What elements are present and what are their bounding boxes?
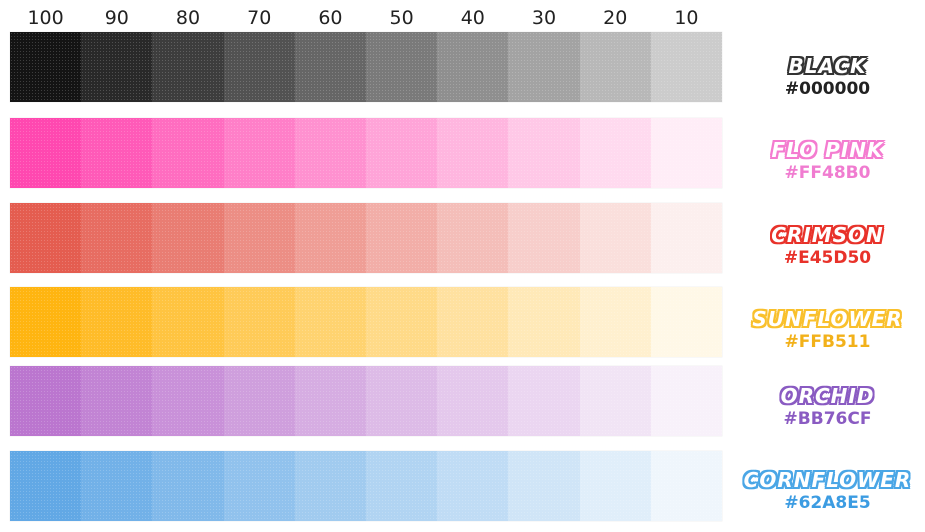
swatch-black-90 bbox=[81, 32, 153, 102]
swatch-cornflower-40 bbox=[437, 451, 509, 521]
swatch-orchid-100 bbox=[10, 366, 82, 436]
swatch-orchid-90 bbox=[81, 366, 153, 436]
swatch-black-50 bbox=[366, 32, 438, 102]
header-label-20: 20 bbox=[603, 7, 628, 29]
swatch-sunflower-60 bbox=[294, 287, 367, 357]
legend-sunflower: SUNFLOWER #FFB511 bbox=[735, 307, 920, 353]
header-label-30: 30 bbox=[531, 7, 557, 29]
swatch-crimson-30 bbox=[508, 203, 580, 273]
color-name-orchid: ORCHID bbox=[780, 384, 875, 408]
swatch-cornflower-50 bbox=[366, 451, 438, 521]
color-hex-flo-pink: #FF48B0 bbox=[784, 163, 871, 183]
header-label-90: 90 bbox=[104, 7, 129, 29]
swatch-black-100 bbox=[10, 32, 82, 102]
swatch-black-70 bbox=[223, 32, 296, 102]
header-label-50: 50 bbox=[389, 7, 414, 29]
swatch-crimson-100 bbox=[10, 203, 82, 273]
swatch-sunflower-90 bbox=[81, 287, 153, 357]
swatch-sunflower-100 bbox=[10, 287, 82, 357]
swatch-crimson-20 bbox=[579, 203, 652, 273]
legend-crimson: CRIMSON #E45D50 bbox=[735, 223, 920, 269]
swatch-orchid-80 bbox=[152, 366, 224, 436]
swatch-black-10 bbox=[650, 32, 723, 102]
swatch-row-cornflower bbox=[10, 451, 723, 521]
swatch-crimson-40 bbox=[437, 203, 509, 273]
swatch-cornflower-10 bbox=[650, 451, 723, 521]
swatch-crimson-90 bbox=[81, 203, 153, 273]
swatch-orchid-60 bbox=[294, 366, 367, 436]
swatch-crimson-50 bbox=[366, 203, 438, 273]
swatch-sunflower-40 bbox=[437, 287, 509, 357]
legend-black: BLACK #000000 bbox=[735, 54, 920, 100]
swatch-black-30 bbox=[508, 32, 580, 102]
swatch-row-flo-pink bbox=[10, 118, 723, 188]
color-hex-sunflower: #FFB511 bbox=[784, 332, 871, 352]
swatch-orchid-70 bbox=[223, 366, 296, 436]
swatch-cornflower-100 bbox=[10, 451, 82, 521]
percentage-header: 100 90 80 70 60 50 40 30 20 10 bbox=[10, 4, 722, 32]
swatch-flo-pink-20 bbox=[579, 118, 652, 188]
swatch-sunflower-10 bbox=[650, 287, 723, 357]
swatch-black-80 bbox=[152, 32, 224, 102]
swatch-crimson-60 bbox=[294, 203, 367, 273]
legend-flo-pink: FLO PINK #FF48B0 bbox=[735, 138, 920, 184]
header-label-70: 70 bbox=[247, 7, 272, 29]
swatch-cornflower-60 bbox=[294, 451, 367, 521]
color-hex-cornflower: #62A8E5 bbox=[784, 493, 871, 513]
swatch-orchid-40 bbox=[437, 366, 509, 436]
swatch-sunflower-20 bbox=[579, 287, 652, 357]
swatch-sunflower-30 bbox=[508, 287, 580, 357]
swatch-row-crimson bbox=[10, 203, 723, 273]
swatch-orchid-20 bbox=[579, 366, 652, 436]
swatch-sunflower-70 bbox=[223, 287, 296, 357]
header-label-60: 60 bbox=[318, 7, 343, 29]
swatch-cornflower-70 bbox=[223, 451, 296, 521]
header-label-100: 100 bbox=[27, 7, 64, 29]
color-name-sunflower: SUNFLOWER bbox=[752, 307, 903, 331]
swatch-flo-pink-80 bbox=[152, 118, 224, 188]
swatch-cornflower-80 bbox=[152, 451, 224, 521]
swatch-cornflower-30 bbox=[508, 451, 580, 521]
color-hex-black: #000000 bbox=[784, 79, 871, 99]
swatch-crimson-10 bbox=[650, 203, 723, 273]
swatch-crimson-70 bbox=[223, 203, 296, 273]
swatch-orchid-50 bbox=[366, 366, 438, 436]
color-name-flo-pink: FLO PINK bbox=[771, 138, 884, 162]
header-label-40: 40 bbox=[460, 7, 485, 29]
color-name-black: BLACK bbox=[788, 54, 867, 78]
swatch-cornflower-20 bbox=[579, 451, 652, 521]
color-name-cornflower: CORNFLOWER bbox=[743, 468, 912, 492]
swatch-row-sunflower bbox=[10, 287, 723, 357]
header-label-10: 10 bbox=[674, 7, 699, 29]
swatch-flo-pink-90 bbox=[81, 118, 153, 188]
swatch-flo-pink-10 bbox=[650, 118, 723, 188]
swatch-sunflower-80 bbox=[152, 287, 224, 357]
swatch-cornflower-90 bbox=[81, 451, 153, 521]
swatch-black-40 bbox=[437, 32, 509, 102]
swatch-crimson-80 bbox=[152, 203, 224, 273]
legend-cornflower: CORNFLOWER #62A8E5 bbox=[735, 468, 920, 514]
color-hex-orchid: #BB76CF bbox=[783, 409, 872, 429]
swatch-flo-pink-70 bbox=[223, 118, 296, 188]
swatch-orchid-10 bbox=[650, 366, 723, 436]
color-hex-crimson: #E45D50 bbox=[783, 248, 872, 268]
swatch-flo-pink-40 bbox=[437, 118, 509, 188]
swatch-row-orchid bbox=[10, 366, 723, 436]
color-name-crimson: CRIMSON bbox=[771, 223, 884, 247]
swatch-flo-pink-50 bbox=[366, 118, 438, 188]
header-label-80: 80 bbox=[175, 7, 201, 29]
legend-orchid: ORCHID #BB76CF bbox=[735, 384, 920, 430]
swatch-sunflower-50 bbox=[366, 287, 438, 357]
swatch-orchid-30 bbox=[508, 366, 580, 436]
swatch-black-20 bbox=[579, 32, 652, 102]
swatch-row-black bbox=[10, 32, 723, 102]
swatch-flo-pink-30 bbox=[508, 118, 580, 188]
swatch-flo-pink-60 bbox=[294, 118, 367, 188]
swatch-black-60 bbox=[294, 32, 367, 102]
swatch-flo-pink-100 bbox=[10, 118, 82, 188]
